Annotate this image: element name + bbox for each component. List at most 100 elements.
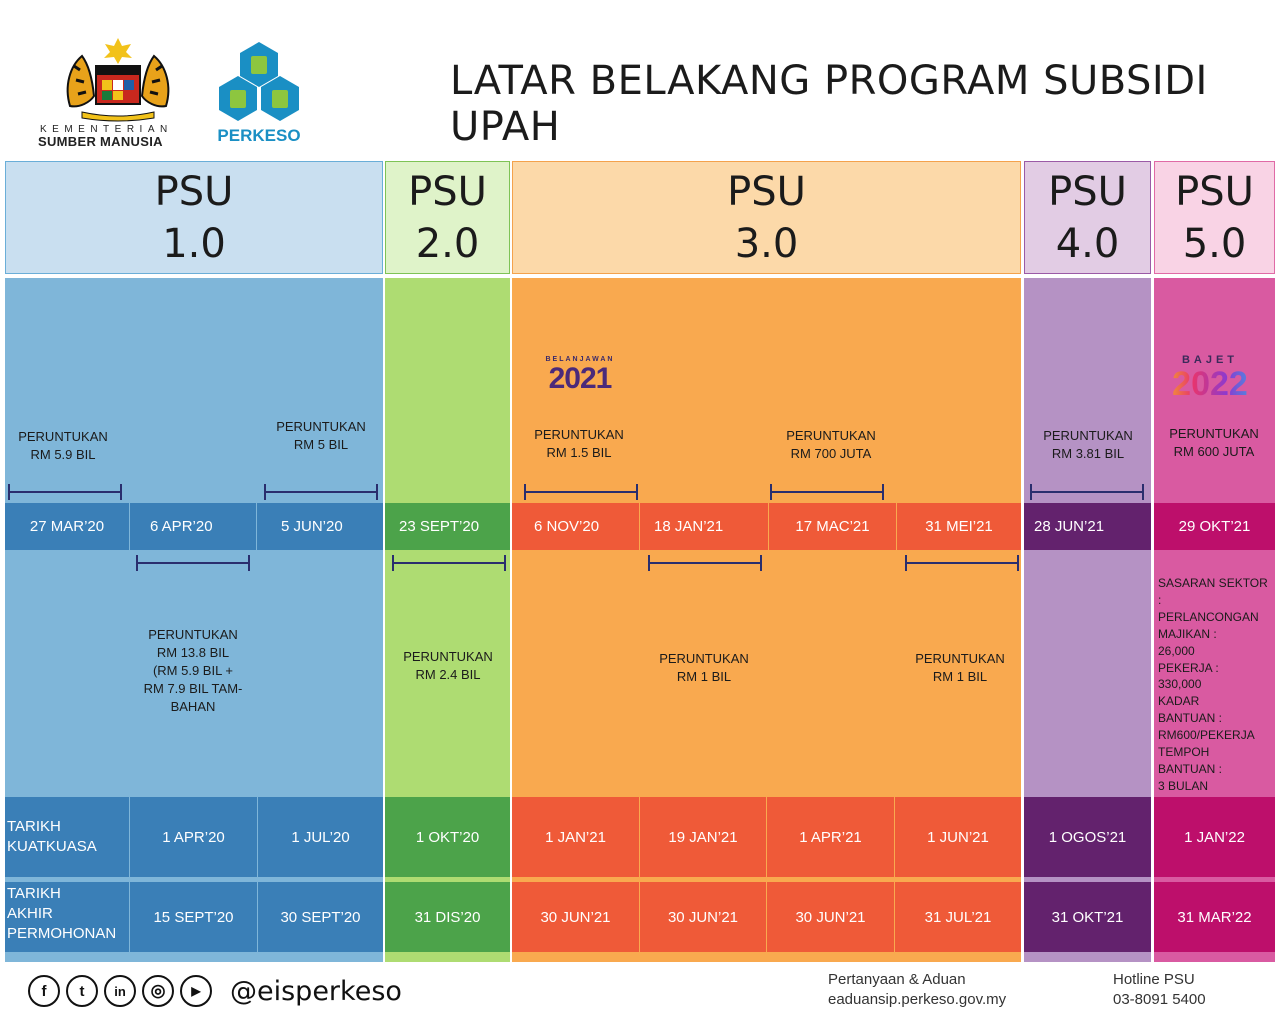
kuatkuasa-cell: 1 JAN’21	[512, 797, 639, 877]
akhir-cell: 15 SEPT’20	[130, 882, 257, 952]
lower-label-psu3-a-line: RM 1 BIL	[676, 669, 732, 684]
twitter-icon[interactable]: t	[66, 975, 98, 1007]
akhir-cell: 30 JUN’21	[512, 882, 639, 952]
social-handle[interactable]: @eisperkeso	[230, 976, 402, 1007]
bracket-psu1-b	[264, 484, 378, 500]
upper-label-psu3-a-line2: RM 1.5 BIL	[546, 445, 612, 460]
bracket-psu4	[1030, 484, 1144, 500]
upper-label-psu3-b: PERUNTUKAN RM 700 JUTA	[768, 427, 894, 463]
lower-label-psu1-line: PERUNTUKAN	[148, 627, 238, 642]
header-psu-1-line2: 1.0	[162, 220, 226, 267]
footer	[0, 962, 1280, 1024]
row-label-akhir: TARIKH AKHIR PERMOHONAN	[5, 882, 129, 952]
akhir-cell: 31 JUL’21	[895, 882, 1021, 952]
contact-title: Pertanyaan & Aduan	[828, 971, 966, 988]
youtube-icon[interactable]: ▶	[180, 975, 212, 1007]
page-title: LATAR BELAKANG PROGRAM SUBSIDI UPAH	[450, 58, 1208, 150]
header-psu-1: PSU 1.0	[5, 161, 383, 274]
date-cell: 6 NOV’20	[512, 503, 639, 550]
bracket-psu3-a	[524, 484, 638, 500]
belanjawan-2021-big: 2021	[548, 362, 613, 395]
psu5-detail-line: 3 BULAN	[1158, 778, 1209, 793]
header-psu-3: PSU 3.0	[512, 161, 1021, 274]
upper-label-psu1-b: PERUNTUKAN RM 5 BIL	[262, 418, 380, 454]
psu5-detail-line: KADAR	[1158, 694, 1200, 709]
row-label-kuatkuasa-line2: KUATKUASA	[7, 838, 97, 855]
ministry-name-bottom: SUMBER MANUSIA	[38, 134, 163, 149]
kuatkuasa-cell: 19 JAN’21	[640, 797, 766, 877]
row-label-akhir-line3: PERMOHONAN	[7, 925, 117, 942]
row-label-kuatkuasa-line1: TARIKH	[7, 818, 61, 835]
belanjawan-2021-small: BELANJAWAN	[545, 356, 615, 363]
psu5-detail-line: PEKERJA :	[1158, 660, 1219, 675]
date-cell: 29 OKT’21	[1154, 503, 1275, 550]
header-psu-2: PSU 2.0	[385, 161, 510, 274]
row-label-akhir-line1: TARIKH	[7, 885, 61, 902]
upper-label-psu5-line1: PERUNTUKAN	[1169, 426, 1259, 441]
kuatkuasa-cell: 1 APR’21	[767, 797, 894, 877]
upper-label-psu1-a: PERUNTUKAN RM 5.9 BIL	[4, 428, 122, 464]
lower-label-psu2-line: PERUNTUKAN	[403, 649, 493, 664]
lower-label-psu3-b-line: RM 1 BIL	[932, 669, 988, 684]
header-psu-2-line2: 2.0	[415, 220, 480, 267]
date-cell: 27 MAR’20	[5, 503, 129, 550]
bracket-psu1-a	[8, 484, 122, 500]
hotline-number[interactable]: 03-8091 5400	[1113, 991, 1206, 1008]
date-cell: 28 JUN’21	[1024, 503, 1151, 550]
akhir-cell: 30 JUN’21	[767, 882, 894, 952]
lower-label-psu2: PERUNTUKAN RM 2.4 BIL	[387, 648, 509, 684]
perkeso-logo	[219, 42, 299, 121]
bracket-psu2	[392, 555, 506, 571]
upper-label-psu4: PERUNTUKAN RM 3.81 BIL	[1028, 427, 1148, 463]
date-cell: 5 JUN’20	[257, 503, 383, 550]
hotline-title: Hotline PSU	[1113, 971, 1195, 988]
social-icons: f t in ◎ ▶	[28, 975, 212, 1007]
psu5-detail-line: PERLANCONGAN	[1158, 609, 1259, 624]
psu5-detail-line: TEMPOH	[1158, 745, 1210, 760]
upper-label-psu3-a: PERUNTUKAN RM 1.5 BIL	[520, 426, 638, 462]
kuatkuasa-cell: 1 OKT’20	[385, 797, 510, 877]
lower-label-psu3-a-line: PERUNTUKAN	[659, 651, 749, 666]
header-psu-4-line1: PSU	[1048, 168, 1127, 215]
kuatkuasa-cell: 1 APR’20	[130, 797, 257, 877]
bajet-2022-big: 2022	[1158, 366, 1262, 402]
facebook-icon[interactable]: f	[28, 975, 60, 1007]
bracket-psu3-d	[905, 555, 1019, 571]
psu5-detail-line: :	[1158, 592, 1162, 607]
upper-label-psu3-b-line1: PERUNTUKAN	[786, 428, 876, 443]
linkedin-icon[interactable]: in	[104, 975, 136, 1007]
upper-label-psu5-line2: RM 600 JUTA	[1173, 444, 1255, 459]
ministry-name-top: KEMENTERIAN	[40, 124, 173, 135]
akhir-cell: 30 JUN’21	[640, 882, 766, 952]
psu5-detail-line: BANTUAN :	[1158, 761, 1223, 776]
bracket-psu3-c	[648, 555, 762, 571]
bajet-2022-small: BAJET	[1181, 354, 1239, 366]
header-psu-4-line2: 4.0	[1055, 220, 1120, 267]
upper-label-psu1-a-line2: RM 5.9 BIL	[30, 447, 96, 462]
header-psu-4: PSU 4.0	[1024, 161, 1151, 274]
date-cell: 17 MAC’21	[769, 503, 896, 550]
akhir-cell: 31 MAR’22	[1154, 882, 1275, 952]
upper-label-psu1-b-line2: RM 5 BIL	[293, 437, 349, 452]
bracket-psu1-c	[136, 555, 250, 571]
contact-url[interactable]: eaduansip.perkeso.gov.my	[828, 991, 1007, 1008]
upper-label-psu3-a-line1: PERUNTUKAN	[534, 427, 624, 442]
date-cell: 31 MEI’21	[897, 503, 1021, 550]
perkeso-label: PERKESO	[217, 126, 301, 145]
lower-label-psu1: PERUNTUKAN RM 13.8 BIL (RM 5.9 BIL + RM …	[130, 626, 256, 716]
lower-label-psu2-line: RM 2.4 BIL	[415, 667, 481, 682]
date-cell: 18 JAN’21	[640, 503, 768, 550]
date-cell: 23 SEPT’20	[385, 503, 510, 550]
instagram-icon[interactable]: ◎	[142, 975, 174, 1007]
upper-label-psu1-a-line1: PERUNTUKAN	[18, 429, 108, 444]
jata-negara-logo	[66, 38, 170, 122]
lower-label-psu3-a: PERUNTUKAN RM 1 BIL	[640, 650, 768, 686]
kuatkuasa-cell: 1 JUN’21	[895, 797, 1021, 877]
date-cell: 6 APR’20	[130, 503, 256, 550]
header-psu-3-line2: 3.0	[734, 220, 799, 267]
belanjawan-2021-logo: BELANJAWAN 2021	[540, 356, 620, 395]
psu5-detail-line: 26,000	[1158, 643, 1195, 658]
psu5-detail-line: SASARAN SEKTOR	[1158, 576, 1268, 590]
psu5-detail-line: BANTUAN :	[1158, 711, 1223, 726]
psu5-detail-line: RM600/PEKERJA	[1158, 728, 1255, 743]
